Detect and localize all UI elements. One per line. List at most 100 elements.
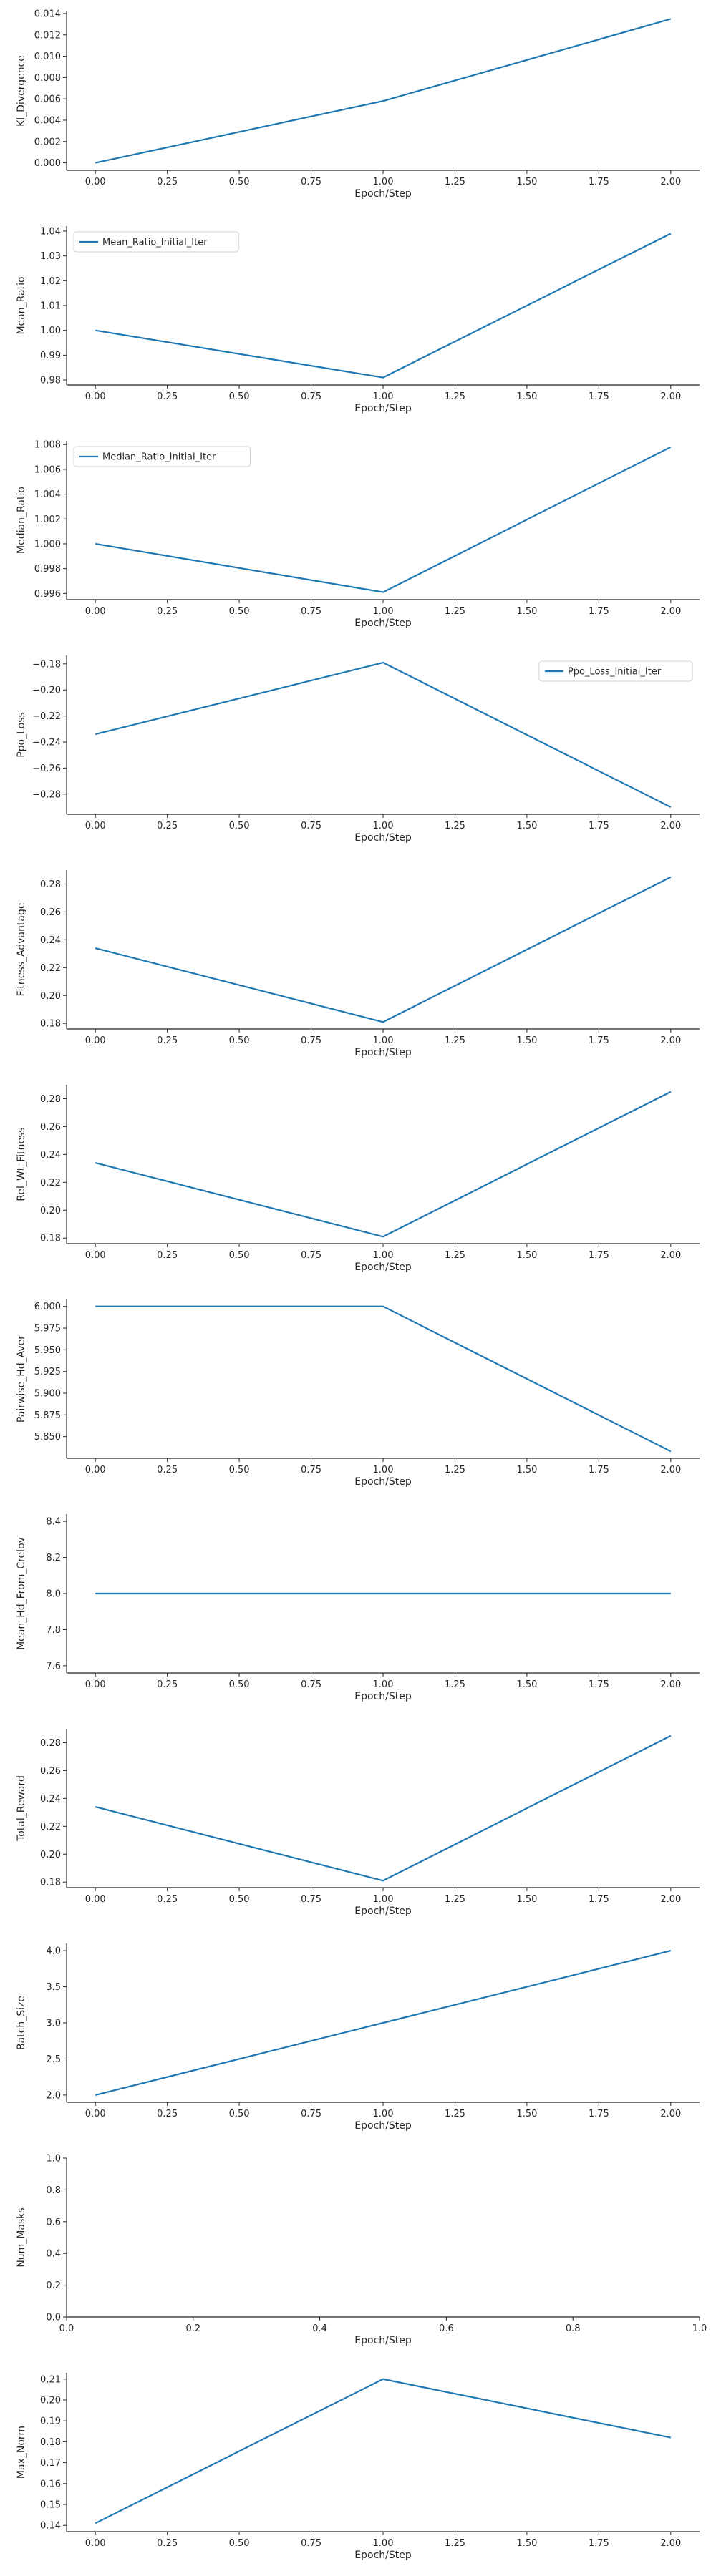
legend: Ppo_Loss_Initial_Iter — [538, 660, 693, 682]
x-axis-label: Epoch/Step — [354, 1906, 412, 1917]
y-tick-label: 7.6 — [46, 1661, 61, 1672]
y-tick-label: 0.996 — [34, 589, 61, 600]
series-line — [95, 446, 672, 593]
x-tick-label: 0.00 — [85, 1035, 106, 1046]
x-tick-label: 1.25 — [445, 821, 465, 831]
subplot-8: 0.00 0.25 0.50 0.75 1.00 1.25 1.50 1.75 2.00 7.6 7… — [16, 1514, 700, 1702]
x-tick-label: 1.50 — [516, 821, 537, 831]
x-tick-label: 1.25 — [445, 1465, 465, 1475]
y-tick-label: 8.2 — [46, 1553, 61, 1563]
x-tick-label: 1.75 — [589, 391, 609, 402]
x-tick-label: 1.25 — [445, 1894, 465, 1905]
x-tick-label: 0.25 — [157, 821, 178, 831]
y-tick-label: 1.04 — [40, 226, 61, 237]
y-tick-label: 0.26 — [40, 1122, 61, 1133]
y-tick-label: 0.24 — [40, 935, 61, 946]
y-tick-label: 0.18 — [40, 2437, 61, 2448]
x-tick-label: 1.50 — [516, 606, 537, 617]
series-line — [95, 876, 672, 1023]
x-tick-label: 1.75 — [589, 1250, 609, 1261]
legend-label: Ppo_Loss_Initial_Iter — [568, 667, 662, 678]
series-line — [95, 1091, 672, 1238]
series-line — [95, 661, 672, 808]
y-tick-label: 0.24 — [40, 1794, 61, 1805]
x-tick-label: 2.00 — [660, 821, 681, 831]
legend-box — [73, 446, 251, 467]
x-axis-label: Epoch/Step — [354, 1691, 412, 1702]
x-tick-label: 1.25 — [445, 606, 465, 617]
x-tick-label: 1.50 — [516, 177, 537, 187]
series-line — [95, 1950, 672, 2096]
x-tick-label: 0.25 — [157, 391, 178, 402]
x-tick-label: 1.25 — [445, 1250, 465, 1261]
y-tick-label: 0.22 — [40, 963, 61, 974]
y-tick-label: 5.950 — [34, 1345, 61, 1356]
y-tick-label: 0.0 — [46, 2313, 61, 2323]
y-tick-label: 0.99 — [40, 351, 61, 361]
x-tick-label: 0.25 — [157, 177, 178, 187]
y-axis-label: Ppo_Loss — [16, 712, 27, 758]
y-tick-label: 0.24 — [40, 1150, 61, 1161]
y-tick-label: 4.0 — [46, 1946, 61, 1957]
y-tick-label: 0.004 — [34, 115, 61, 126]
x-tick-label: 1.50 — [516, 2109, 537, 2119]
x-tick-label: 0.25 — [157, 1035, 178, 1046]
legend-label: Median_Ratio_Initial_Iter — [102, 452, 216, 463]
subplot-12: 0.00 0.25 0.50 0.75 1.00 1.25 1.50 1.75 2.00 0.14… — [16, 2373, 700, 2561]
x-tick-label: 0.75 — [301, 606, 321, 617]
y-axis-label: Max_Norm — [16, 2426, 27, 2479]
y-tick-label: 0.014 — [34, 9, 61, 19]
y-tick-label: 0.010 — [34, 52, 61, 62]
x-tick-label: 2.00 — [660, 1465, 681, 1475]
subplot-4: 0.00 0.25 0.50 0.75 1.00 1.25 1.50 1.75 2.00 −0.2… — [16, 655, 700, 844]
x-tick-label: 0.50 — [229, 1035, 250, 1046]
y-tick-label: 8.4 — [46, 1517, 61, 1528]
x-tick-label: 1.50 — [516, 1894, 537, 1905]
x-tick-label: 0.50 — [229, 606, 250, 617]
x-tick-label: 0.00 — [85, 821, 106, 831]
x-tick-label: 0.00 — [85, 606, 106, 617]
y-tick-label: 0.15 — [40, 2500, 61, 2511]
x-tick-label: 2.00 — [660, 606, 681, 617]
y-tick-label: 3.5 — [46, 1982, 61, 1993]
y-tick-label: 3.0 — [46, 2019, 61, 2029]
y-tick-label: 5.875 — [34, 1410, 61, 1421]
y-tick-label: −0.22 — [32, 711, 61, 722]
y-tick-label: −0.18 — [32, 659, 61, 670]
subplot-11: 0.0 0.2 0.4 0.6 0.8 1.0 0.0 0.2 0.4 0.6 0.8 1.0 Epoc… — [16, 2154, 707, 2347]
y-tick-label: 1.000 — [34, 539, 61, 550]
x-tick-label: 1.75 — [589, 1894, 609, 1905]
y-tick-label: 0.4 — [46, 2249, 61, 2260]
y-tick-label: 0.28 — [40, 1738, 61, 1749]
y-tick-label: 0.20 — [40, 991, 61, 1002]
x-tick-label: 1.25 — [445, 391, 465, 402]
x-tick-label: 1.25 — [445, 2538, 465, 2549]
y-tick-label: 1.002 — [34, 514, 61, 525]
x-tick-label: 0.8 — [566, 2323, 581, 2334]
subplot-6: 0.00 0.25 0.50 0.75 1.00 1.25 1.50 1.75 2.00 0.18… — [16, 1085, 700, 1273]
x-tick-label: 0.50 — [229, 391, 250, 402]
y-tick-label: 0.28 — [40, 1094, 61, 1105]
subplot-5: 0.00 0.25 0.50 0.75 1.00 1.25 1.50 1.75 2.00 0.18… — [16, 870, 700, 1058]
y-tick-label: 0.2 — [46, 2280, 61, 2291]
y-tick-label: 0.998 — [34, 564, 61, 575]
x-tick-label: 0.75 — [301, 1250, 321, 1261]
x-tick-label: 1.00 — [373, 821, 394, 831]
x-tick-label: 0.50 — [229, 2109, 250, 2119]
x-tick-label: 0.6 — [439, 2323, 454, 2334]
y-axis-label: Pairwise_Hd_Aver — [16, 1335, 27, 1423]
y-tick-label: 0.22 — [40, 1822, 61, 1833]
y-tick-label: 0.16 — [40, 2479, 61, 2489]
series-line — [95, 18, 672, 164]
x-tick-label: 0.75 — [301, 1465, 321, 1475]
y-tick-label: 0.98 — [40, 376, 61, 386]
y-tick-label: 0.002 — [34, 137, 61, 147]
x-tick-label: 0.4 — [312, 2323, 327, 2334]
legend-box — [538, 660, 693, 682]
series-line — [95, 1735, 672, 1882]
subplot-7: 0.00 0.25 0.50 0.75 1.00 1.25 1.50 1.75 2.00 5.85… — [16, 1299, 700, 1488]
y-axis-label: Fitness_Advantage — [16, 902, 27, 996]
x-tick-label: 1.75 — [589, 1465, 609, 1475]
y-tick-label: 0.20 — [40, 2395, 61, 2406]
